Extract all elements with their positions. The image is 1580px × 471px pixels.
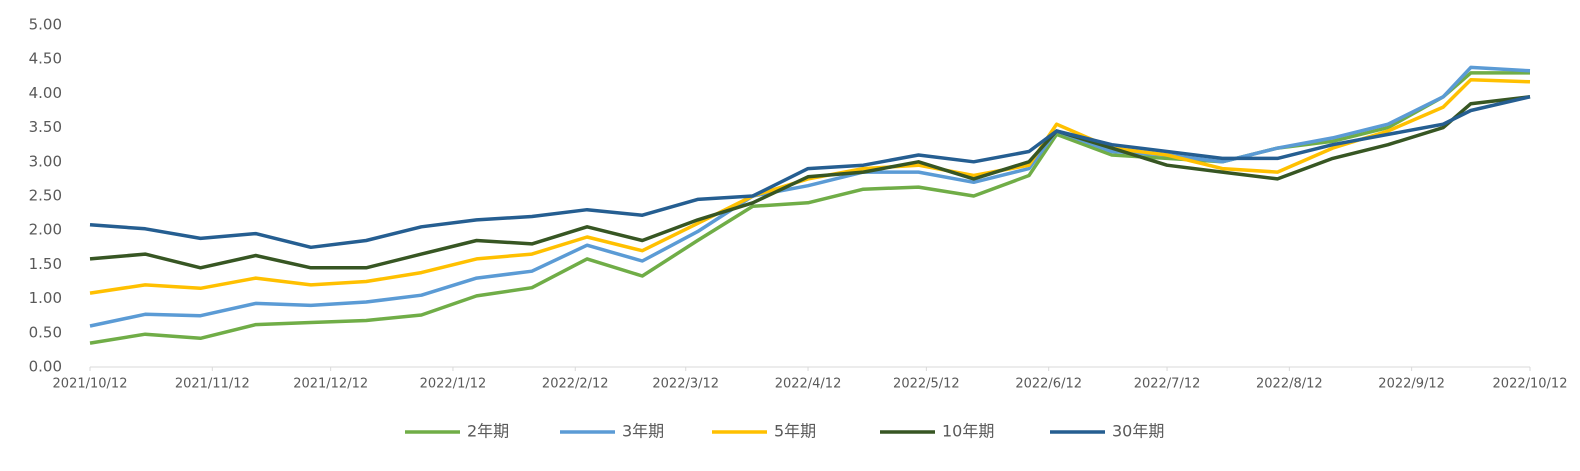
series-line: [89, 95, 1531, 250]
x-tick-label: 2022/9/12: [1378, 377, 1445, 392]
y-tick-label: 1.00: [29, 289, 62, 307]
series-line: [89, 65, 1531, 328]
y-tick-label: 4.00: [29, 84, 62, 102]
x-tick-label: 2022/2/12: [542, 377, 609, 392]
x-tick-label: 2022/6/12: [1015, 377, 1082, 392]
y-tick-label: 0.50: [29, 323, 62, 341]
series-line: [89, 95, 1531, 270]
legend-label: 30年期: [1112, 422, 1164, 441]
x-tick-label: 2022/7/12: [1134, 377, 1201, 392]
y-tick-label: 3.50: [29, 118, 62, 136]
x-tick-label: 2022/10/12: [1493, 377, 1568, 392]
x-tick-label: 2022/1/12: [420, 377, 487, 392]
legend-label: 3年期: [622, 422, 664, 441]
x-tick-label: 2021/10/12: [53, 377, 128, 392]
x-tick-label: 2021/11/12: [175, 377, 250, 392]
legend-label: 2年期: [467, 422, 509, 441]
y-tick-label: 2.50: [29, 187, 62, 205]
legend-label: 10年期: [942, 422, 994, 441]
x-tick-label: 2022/8/12: [1256, 377, 1323, 392]
y-tick-label: 4.50: [29, 50, 62, 68]
y-tick-label: 5.00: [29, 16, 62, 34]
x-tick-label: 2022/3/12: [652, 377, 719, 392]
x-tick-label: 2022/4/12: [775, 377, 842, 392]
y-tick-label: 2.00: [29, 221, 62, 239]
x-tick-label: 2021/12/12: [293, 377, 368, 392]
y-tick-label: 1.50: [29, 255, 62, 273]
legend-label: 5年期: [774, 422, 816, 441]
y-tick-label: 3.00: [29, 152, 62, 170]
series-line: [89, 71, 1530, 345]
x-tick-label: 2022/5/12: [893, 377, 960, 392]
y-tick-label: 0.00: [29, 358, 62, 376]
